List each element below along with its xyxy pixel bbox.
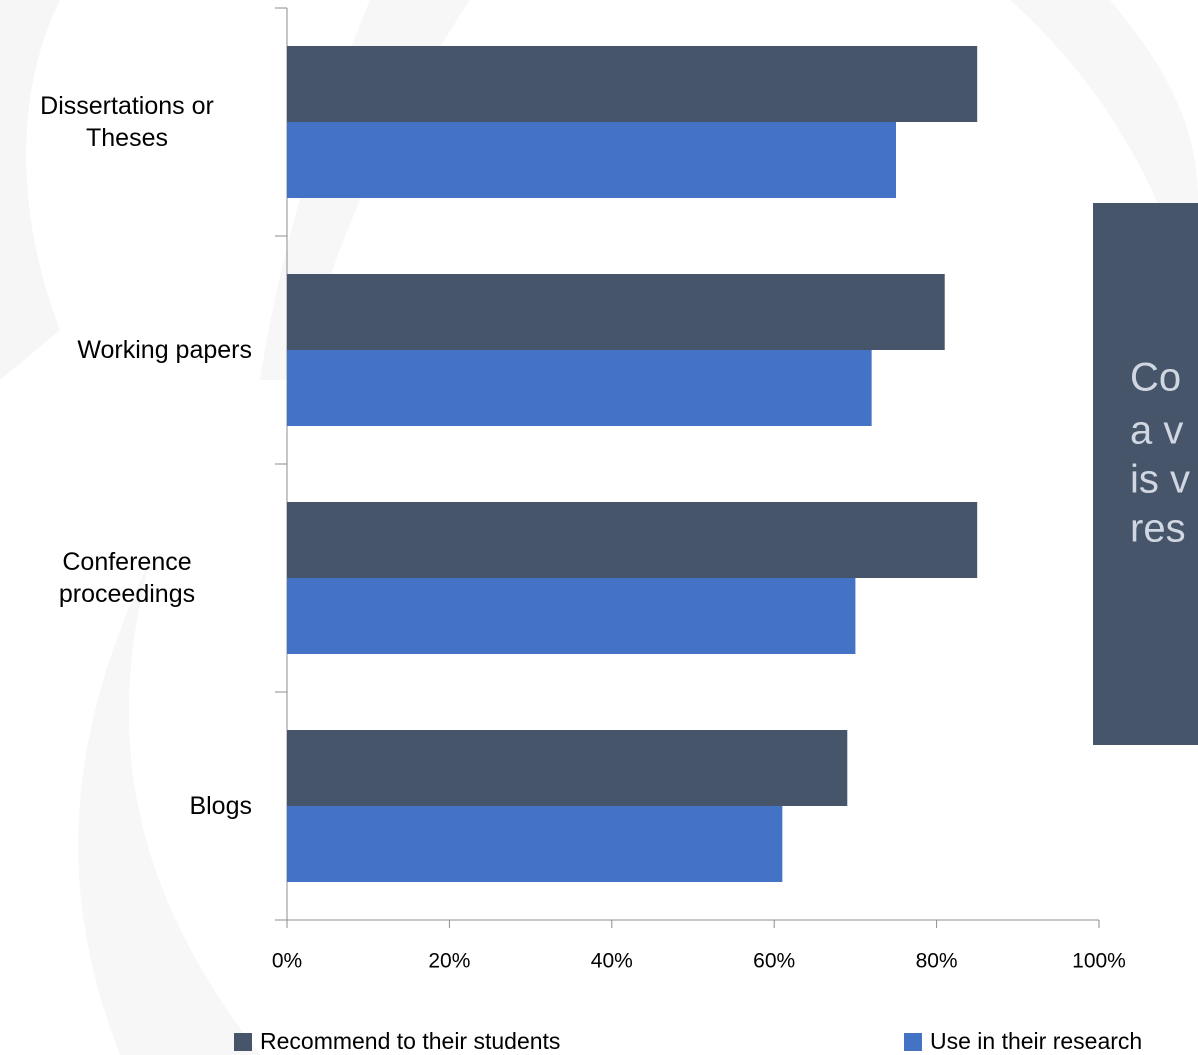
x-tick-label: 40% [591,950,633,973]
y-tick-label: Blogs [189,792,252,820]
category-label-box: Blogs [189,790,252,822]
text-box [1093,203,1198,745]
background-decor [0,0,60,380]
background-decor [1010,0,1198,330]
y-tick-label: Conference proceedings [58,548,196,608]
y-tick-label: Working papers [77,336,252,364]
legend-label: Use in their research [930,1028,1142,1054]
legend-label: Recommend to their students [260,1028,560,1054]
text-box-line: a v [1130,409,1183,453]
legend-swatch [904,1033,922,1051]
bar [287,122,896,198]
category-label-box: Dissertations or Theses [2,90,252,154]
background-decor [78,560,261,1055]
bar [287,730,848,806]
bar [287,578,856,654]
legend-swatch [234,1033,252,1051]
text-box-line: res [1130,507,1186,551]
x-tick-label: 60% [753,950,795,973]
text-box-line: is v [1130,458,1190,502]
bar [287,350,872,426]
category-label-box: Working papers [77,334,252,366]
x-tick-label: 100% [1072,950,1126,973]
category-label-box: Conference proceedings [2,546,252,610]
y-tick-label: Dissertations or Theses [40,92,214,152]
bar [287,274,945,350]
bar [287,806,783,882]
bar [287,46,978,122]
x-tick-label: 20% [428,950,470,973]
x-tick-label: 80% [916,950,958,973]
bar [287,502,978,578]
text-box-line: Co [1130,356,1181,400]
x-tick-label: 0% [272,950,302,973]
